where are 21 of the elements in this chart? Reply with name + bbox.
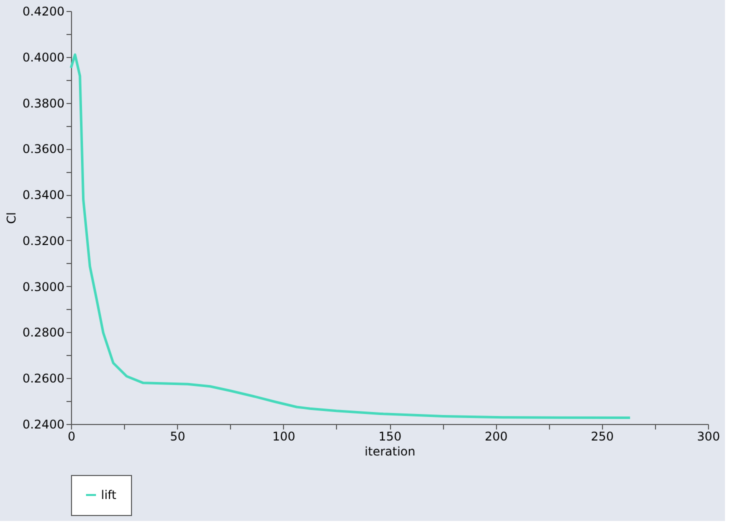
y-tick-label: 0.3800 [22, 96, 64, 110]
legend-label: lift [101, 488, 117, 502]
x-tick-label: 300 [697, 430, 720, 444]
y-tick-label: 0.4200 [22, 4, 64, 18]
y-axis-title: Cl [4, 212, 19, 224]
y-tick-label: 0.2600 [22, 372, 64, 386]
x-tick-label: 150 [378, 430, 402, 444]
y-tick-label: 0.3000 [22, 280, 64, 294]
y-tick-label: 0.4000 [22, 50, 64, 64]
y-tick-label: 0.2800 [22, 326, 64, 340]
x-tick-label: 100 [272, 430, 296, 444]
line-series [70, 53, 632, 420]
x-axis-title: iteration [364, 444, 416, 458]
x-tick-label: 0 [68, 430, 76, 444]
y-tick-label: 0.3600 [22, 142, 64, 156]
x-tick-label: 50 [170, 430, 186, 444]
y-tick-label: 0.3200 [22, 234, 64, 248]
x-tick-label: 200 [484, 430, 508, 444]
y-tick-label: 0.2400 [22, 418, 64, 432]
y-tick-label: 0.3400 [22, 188, 64, 202]
x-tick-label: 250 [590, 430, 614, 444]
